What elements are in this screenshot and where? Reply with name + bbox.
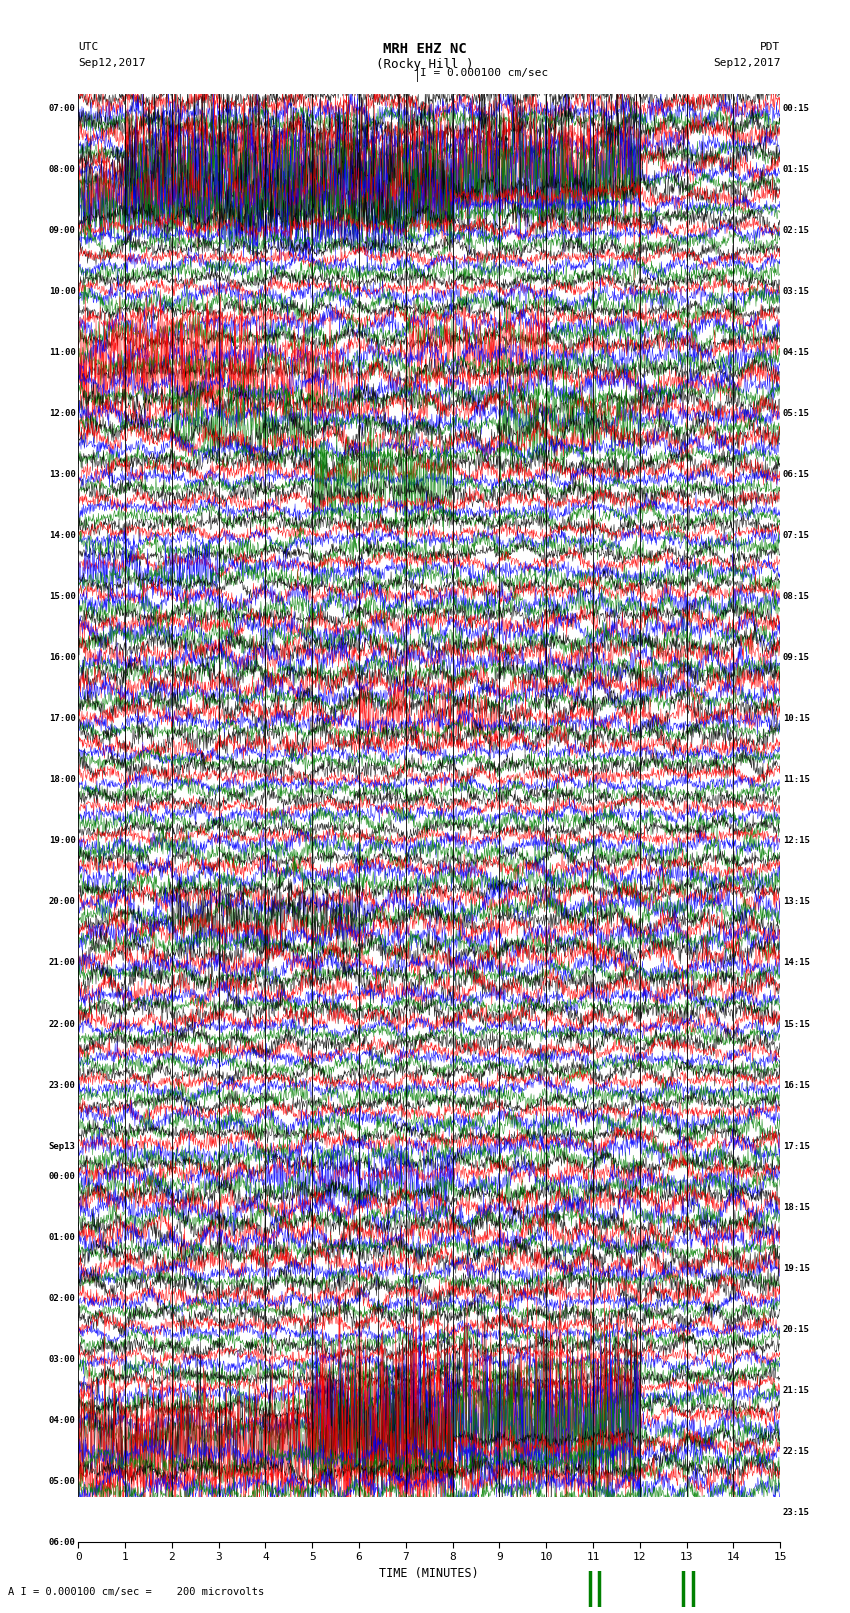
Text: 05:15: 05:15: [783, 410, 810, 418]
Text: 18:15: 18:15: [783, 1203, 810, 1211]
Text: 14:15: 14:15: [783, 958, 810, 968]
Text: 00:15: 00:15: [783, 105, 810, 113]
Text: 05:00: 05:00: [48, 1478, 76, 1486]
Text: 21:15: 21:15: [783, 1386, 810, 1395]
Text: 10:00: 10:00: [48, 287, 76, 297]
Text: 18:00: 18:00: [48, 776, 76, 784]
Text: 19:15: 19:15: [783, 1263, 810, 1273]
Text: 03:15: 03:15: [783, 287, 810, 297]
Text: 07:15: 07:15: [783, 531, 810, 540]
Text: 09:15: 09:15: [783, 653, 810, 663]
Text: 04:15: 04:15: [783, 348, 810, 358]
Text: 20:00: 20:00: [48, 897, 76, 907]
Text: 23:00: 23:00: [48, 1081, 76, 1089]
Text: 20:15: 20:15: [783, 1324, 810, 1334]
Text: 13:00: 13:00: [48, 471, 76, 479]
Text: 21:00: 21:00: [48, 958, 76, 968]
Text: 04:00: 04:00: [48, 1416, 76, 1426]
Text: 19:00: 19:00: [48, 837, 76, 845]
Text: 12:00: 12:00: [48, 410, 76, 418]
Text: (Rocky Hill ): (Rocky Hill ): [377, 58, 473, 71]
Text: 16:00: 16:00: [48, 653, 76, 663]
Text: 02:00: 02:00: [48, 1294, 76, 1303]
Text: Sep13: Sep13: [48, 1142, 76, 1150]
Text: 15:15: 15:15: [783, 1019, 810, 1029]
Text: 03:00: 03:00: [48, 1355, 76, 1365]
Text: 07:00: 07:00: [48, 105, 76, 113]
Text: MRH EHZ NC: MRH EHZ NC: [383, 42, 467, 56]
Text: 22:00: 22:00: [48, 1019, 76, 1029]
Text: UTC: UTC: [78, 42, 99, 52]
Text: 12:15: 12:15: [783, 837, 810, 845]
Text: 06:15: 06:15: [783, 471, 810, 479]
Text: A I = 0.000100 cm/sec =    200 microvolts: A I = 0.000100 cm/sec = 200 microvolts: [8, 1587, 264, 1597]
Text: 17:00: 17:00: [48, 715, 76, 724]
Text: 17:15: 17:15: [783, 1142, 810, 1150]
Text: 11:00: 11:00: [48, 348, 76, 358]
Text: 00:00: 00:00: [48, 1173, 76, 1181]
Text: Sep12,2017: Sep12,2017: [713, 58, 780, 68]
Text: 06:00: 06:00: [48, 1539, 76, 1547]
Text: 01:15: 01:15: [783, 165, 810, 174]
Text: 14:00: 14:00: [48, 531, 76, 540]
Text: Sep12,2017: Sep12,2017: [78, 58, 145, 68]
Text: 22:15: 22:15: [783, 1447, 810, 1455]
Text: I = 0.000100 cm/sec: I = 0.000100 cm/sec: [420, 68, 548, 77]
Text: 23:15: 23:15: [783, 1508, 810, 1516]
Text: 08:15: 08:15: [783, 592, 810, 602]
Text: 11:15: 11:15: [783, 776, 810, 784]
Text: 15:00: 15:00: [48, 592, 76, 602]
Text: PDT: PDT: [760, 42, 780, 52]
Text: 10:15: 10:15: [783, 715, 810, 724]
Text: 08:00: 08:00: [48, 165, 76, 174]
Text: 16:15: 16:15: [783, 1081, 810, 1089]
X-axis label: TIME (MINUTES): TIME (MINUTES): [379, 1566, 479, 1579]
Text: 09:00: 09:00: [48, 226, 76, 235]
Text: 02:15: 02:15: [783, 226, 810, 235]
Text: 01:00: 01:00: [48, 1232, 76, 1242]
Text: 13:15: 13:15: [783, 897, 810, 907]
